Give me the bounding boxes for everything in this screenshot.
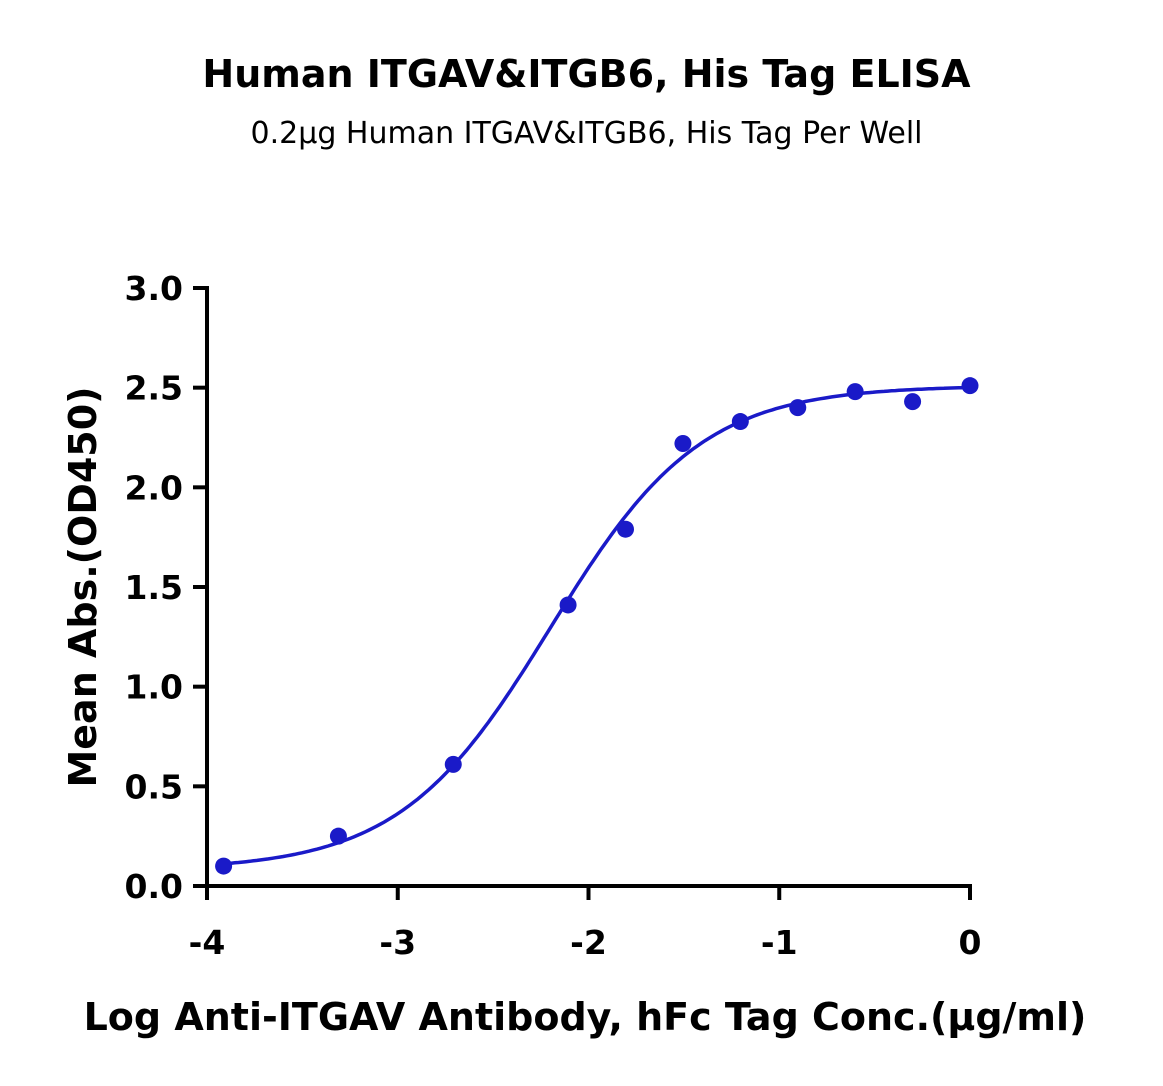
data-point xyxy=(329,827,347,845)
x-tick-label: -1 xyxy=(761,923,798,962)
y-axis-label: Mean Abs.(OD450) xyxy=(61,386,105,787)
data-point xyxy=(904,393,922,411)
x-tick-label: -3 xyxy=(379,923,416,962)
data-point xyxy=(846,383,864,401)
data-point xyxy=(617,520,635,538)
x-tick-label: 0 xyxy=(959,923,982,962)
data-point xyxy=(789,399,807,417)
y-tick-label: 0.0 xyxy=(125,867,183,906)
y-tick-label: 2.0 xyxy=(125,468,183,507)
y-tick-label: 0.5 xyxy=(125,767,183,806)
data-point xyxy=(731,413,749,431)
x-axis-label: Log Anti-ITGAV Antibody, hFc Tag Conc.(μ… xyxy=(84,995,1087,1039)
x-tick-label: -2 xyxy=(570,923,607,962)
y-tick-label: 3.0 xyxy=(125,269,183,308)
data-point xyxy=(559,596,577,614)
y-tick-label: 1.0 xyxy=(125,668,183,707)
y-tick-label: 1.5 xyxy=(125,568,183,607)
x-tick-label: -4 xyxy=(189,923,226,962)
data-point xyxy=(961,377,979,395)
chart-title: Human ITGAV&ITGB6, His Tag ELISA xyxy=(202,52,971,96)
data-point xyxy=(674,434,692,452)
fit-curve xyxy=(223,385,971,866)
data-point xyxy=(215,857,233,875)
y-tick-label: 2.5 xyxy=(125,369,183,408)
data-point xyxy=(444,755,462,773)
chart-subtitle: 0.2μg Human ITGAV&ITGB6, His Tag Per Wel… xyxy=(250,116,923,151)
